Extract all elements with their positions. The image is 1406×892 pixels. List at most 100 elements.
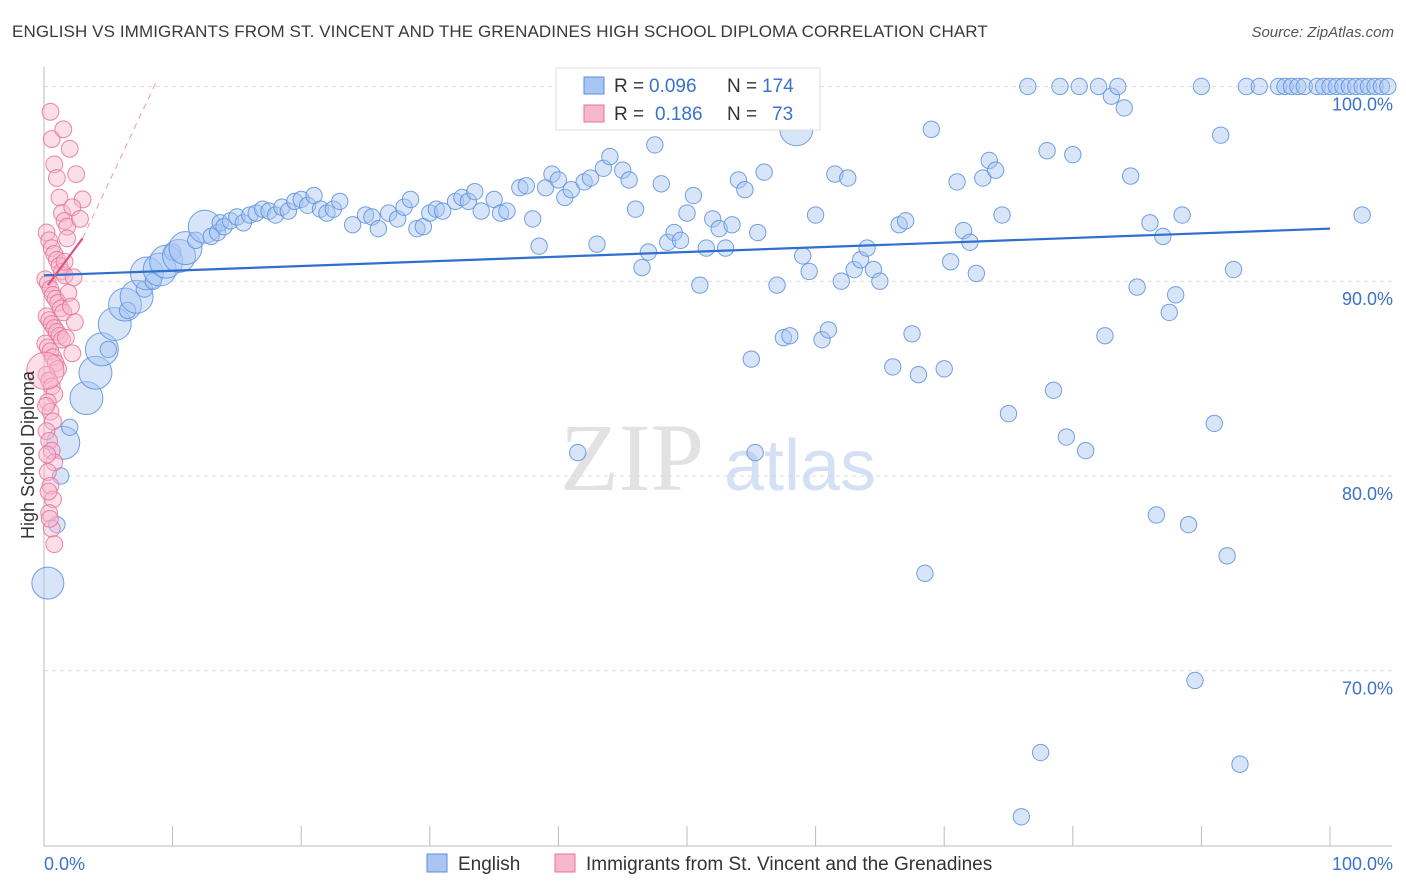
point-english	[1186, 671, 1204, 690]
point-english	[813, 330, 831, 349]
grid-layer	[44, 85, 1392, 672]
point-english	[1089, 77, 1108, 96]
legend-english-label[interactable]: English	[458, 854, 520, 875]
point-english	[1379, 77, 1397, 96]
point-english	[78, 355, 113, 390]
point-english	[569, 443, 587, 462]
legend-svg-swatch[interactable]	[554, 853, 576, 873]
point-english	[935, 360, 953, 378]
point-english	[845, 260, 863, 279]
point-english	[408, 219, 426, 238]
point-english	[581, 169, 600, 187]
point-english	[99, 340, 117, 359]
point-english	[948, 173, 966, 191]
point-english	[1218, 547, 1236, 565]
point-english	[671, 231, 690, 250]
point-english	[1205, 414, 1223, 433]
point-english	[427, 200, 445, 218]
point-english	[1019, 77, 1037, 96]
point-english	[1192, 77, 1211, 96]
point-english	[1224, 260, 1243, 279]
point-english	[61, 418, 79, 436]
series-english-points	[31, 77, 1397, 826]
point-svg	[71, 210, 89, 228]
legend-svg-label[interactable]: Immigrants from St. Vincent and the Gren…	[586, 854, 992, 875]
axis-layer	[43, 67, 1392, 847]
point-english	[691, 276, 709, 294]
point-english	[1012, 808, 1031, 826]
point-english	[253, 200, 272, 218]
point-svg	[56, 328, 75, 347]
point-english	[1147, 506, 1166, 524]
stats-english-n-label: N =	[727, 76, 757, 97]
y-tick-label: 100.0%	[1332, 94, 1393, 114]
point-svg	[50, 188, 69, 207]
point-english	[742, 350, 760, 368]
point-english	[626, 200, 645, 218]
point-english	[31, 566, 65, 600]
point-english	[1321, 77, 1339, 96]
trend-line-svg	[46, 237, 84, 286]
point-english	[144, 272, 162, 290]
point-svg	[54, 120, 73, 139]
point-english	[922, 120, 941, 139]
point-english	[1154, 227, 1172, 246]
point-english	[168, 231, 203, 266]
point-english	[1096, 327, 1114, 345]
point-english	[119, 279, 154, 314]
point-english	[517, 177, 535, 195]
point-english	[941, 253, 960, 271]
point-english	[1166, 286, 1185, 304]
point-english	[1051, 77, 1069, 96]
stats-legend-box: R = 0.096 N = 174 R = 0.186 N = 73	[555, 67, 821, 131]
point-english	[459, 192, 478, 211]
point-english	[614, 161, 632, 179]
point-english	[1173, 206, 1191, 224]
point-english	[97, 307, 132, 342]
point-english	[781, 327, 799, 345]
legend-english-swatch[interactable]	[426, 853, 448, 873]
point-english	[1102, 87, 1121, 105]
point-english	[1179, 515, 1198, 534]
point-english	[215, 218, 233, 236]
point-english	[562, 181, 580, 199]
point-english	[279, 202, 298, 220]
trend-line-svg-extension	[82, 82, 157, 239]
point-english	[1057, 428, 1076, 446]
y-tick-labels: 100.0% 90.0% 80.0% 70.0%	[1332, 94, 1393, 698]
y-tick-label: 80.0%	[1342, 484, 1393, 504]
point-english	[806, 206, 825, 224]
y-axis-label: High School Diploma	[18, 370, 38, 539]
stats-svg-swatch	[583, 104, 605, 123]
point-svg	[63, 344, 82, 363]
point-english	[1141, 214, 1159, 232]
stats-english-r-value: 0.096	[649, 76, 697, 97]
point-svg	[42, 130, 61, 148]
point-english	[129, 256, 164, 291]
point-english	[723, 216, 741, 234]
point-english	[620, 171, 638, 189]
point-english	[986, 161, 1005, 179]
point-english	[839, 169, 857, 187]
point-english	[633, 258, 651, 277]
point-english	[343, 216, 362, 234]
point-english	[601, 147, 619, 166]
point-english	[1115, 99, 1133, 117]
stats-svg-r-value: 0.186	[655, 104, 703, 125]
point-english	[1212, 126, 1230, 144]
point-english	[298, 196, 317, 214]
point-english	[1366, 77, 1384, 96]
point-english	[980, 151, 998, 170]
point-english	[1314, 77, 1333, 96]
stats-english-swatch	[583, 76, 605, 95]
point-english	[1289, 77, 1307, 96]
point-english	[659, 233, 677, 251]
point-svg	[39, 482, 58, 501]
point-english	[1276, 77, 1294, 96]
x-tick-label-right: 100.0%	[1332, 854, 1393, 874]
point-english	[1044, 381, 1063, 399]
point-english	[768, 276, 786, 294]
point-english	[684, 186, 703, 205]
